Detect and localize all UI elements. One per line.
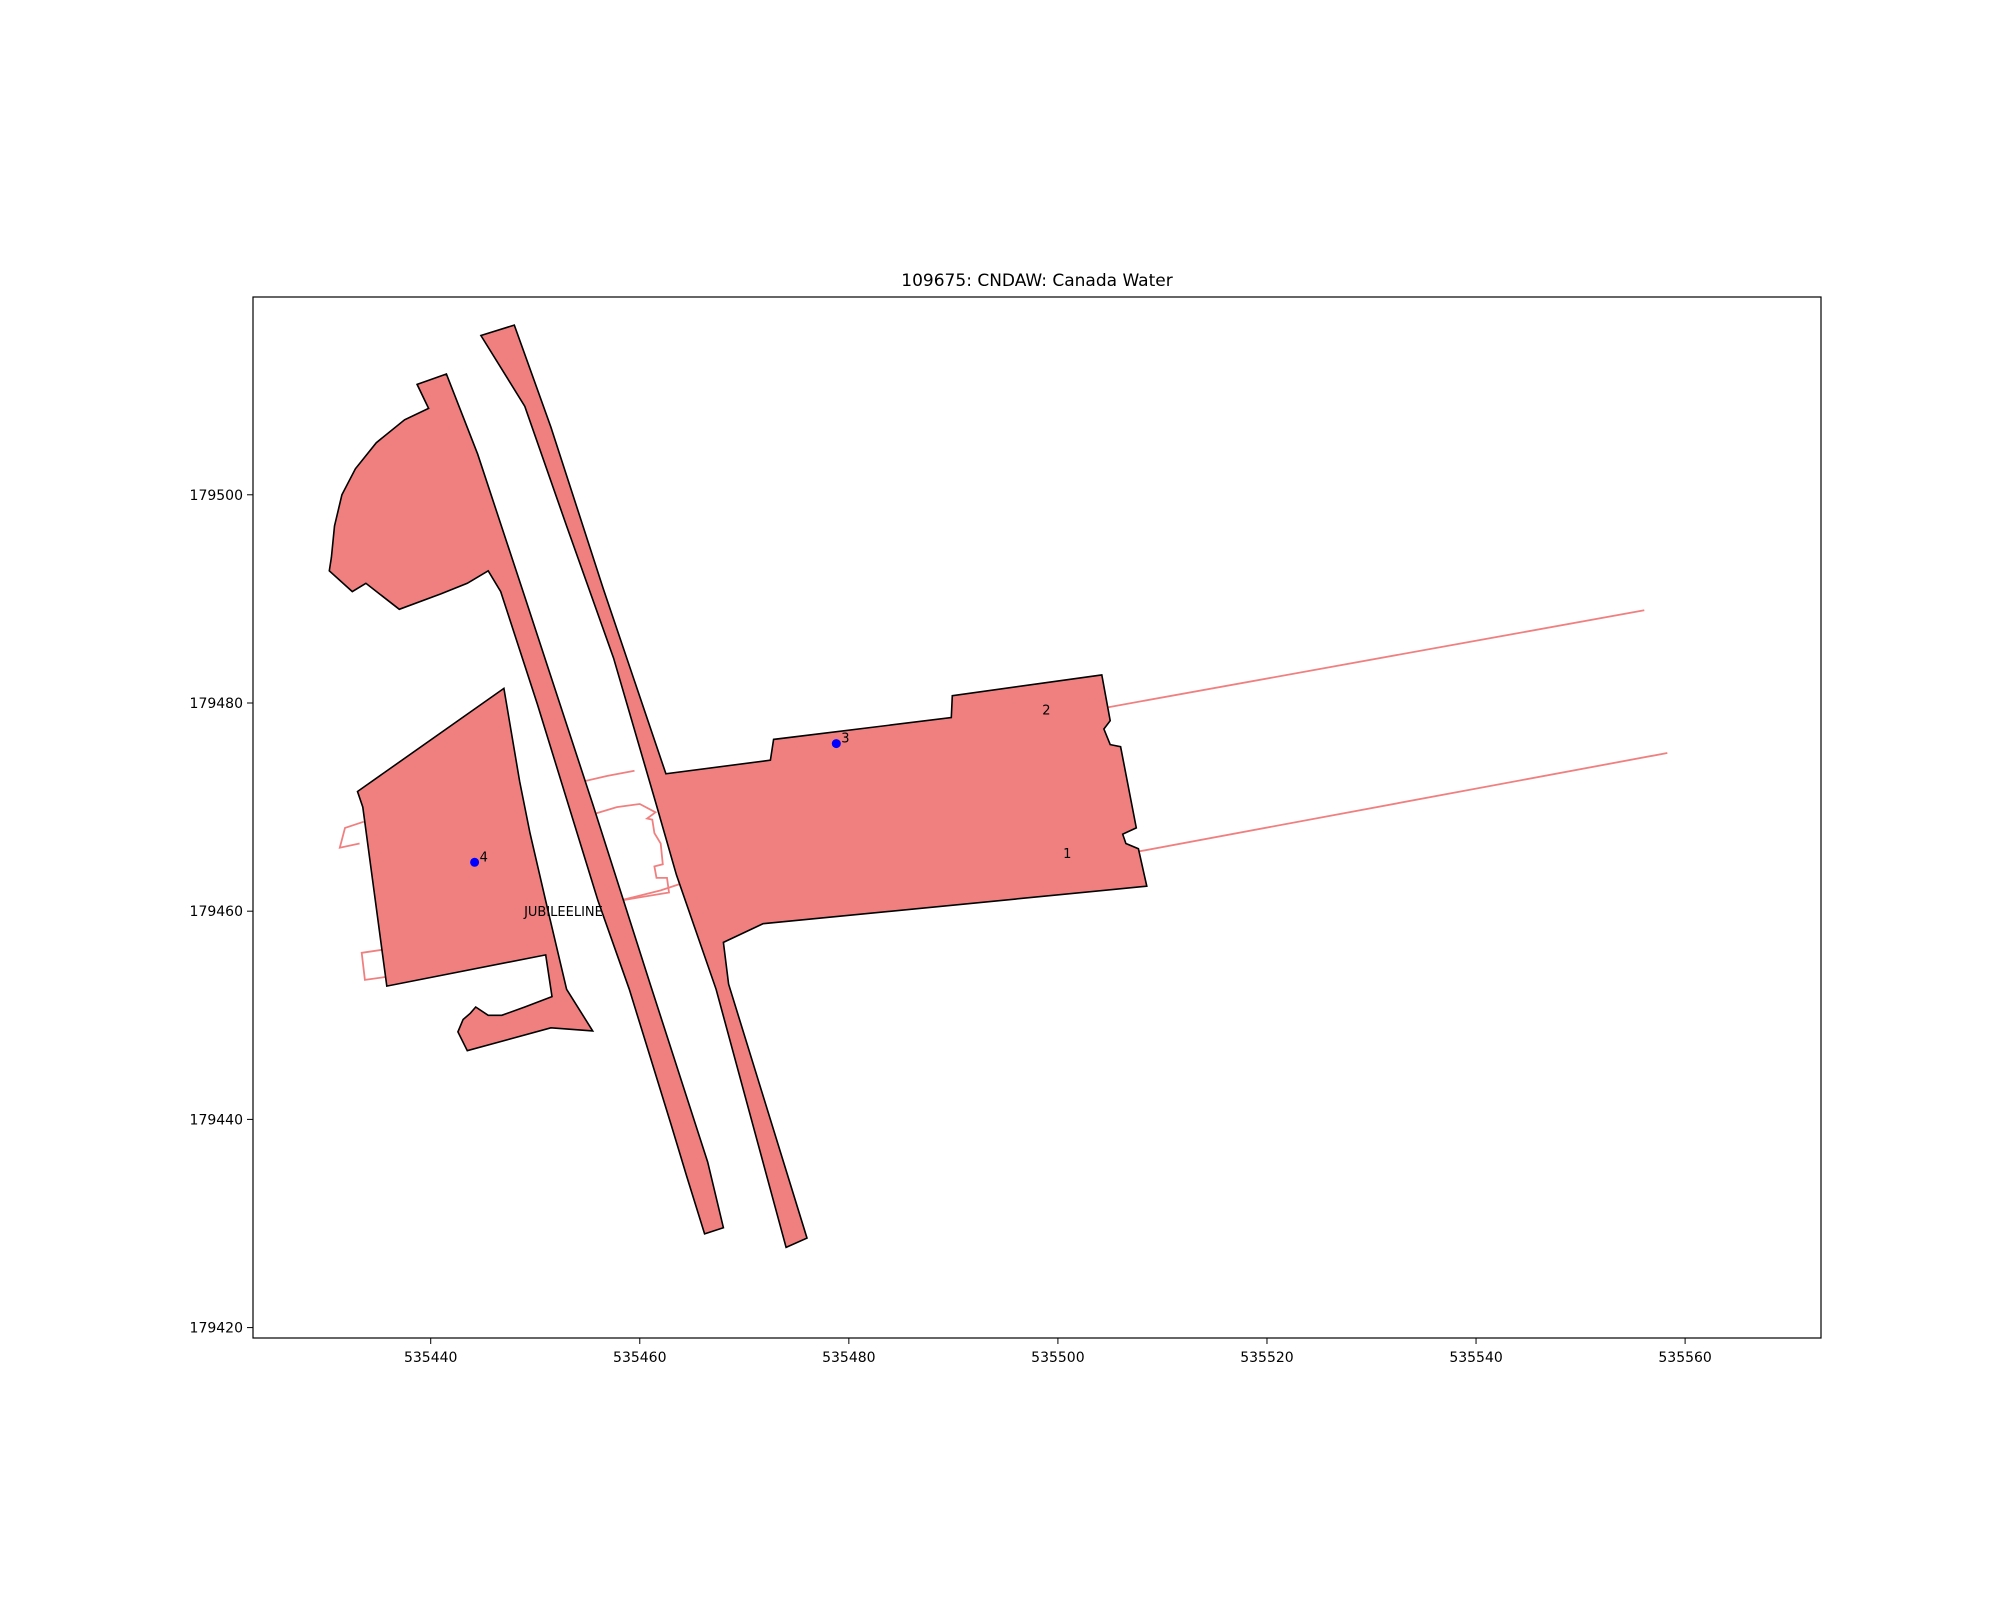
y-tick-label: 179440 [190,1112,243,1128]
x-tick-label: 535520 [1240,1350,1293,1366]
point-label-3: 3 [841,732,849,747]
point-label-1: 1 [1063,847,1071,862]
y-tick-label: 179500 [190,488,243,504]
y-tick-label: 179480 [190,696,243,712]
x-tick-label: 535440 [404,1350,457,1366]
map-title: 109675: CNDAW: Canada Water [901,271,1172,291]
outline-west-stub-upper [338,820,365,849]
point-marker-3 [831,739,841,749]
polygon-ticket-hall-block [356,687,595,1052]
plot-area: 4 3 2 1 JUBILEELINE [328,324,1668,1249]
point-label-4: 4 [480,850,488,865]
y-tick-label: 179460 [190,904,243,920]
outline-ticket-hall-annex [592,803,671,902]
annotation-label: JUBILEELINE [523,905,603,920]
x-tick-label: 535560 [1658,1350,1711,1366]
point-marker-4 [470,857,480,867]
polygon-west-platform-block [328,372,725,1235]
axes: 535440 535460 535480 535500 535520 535540 5355… [190,488,1712,1366]
plot-frame [252,296,1822,1339]
outline-track-line-north [1102,609,1645,710]
y-tick-label: 179420 [190,1321,243,1337]
x-tick-label: 535460 [613,1350,666,1366]
x-tick-label: 535480 [822,1350,875,1366]
polygon-east-platform-and-concourse [479,324,1148,1249]
outline-track-line-south [1136,752,1668,853]
x-tick-label: 535500 [1031,1350,1084,1366]
outline-west-stub-lower [360,948,387,981]
point-label-2: 2 [1042,703,1050,718]
x-tick-label: 535540 [1449,1350,1502,1366]
